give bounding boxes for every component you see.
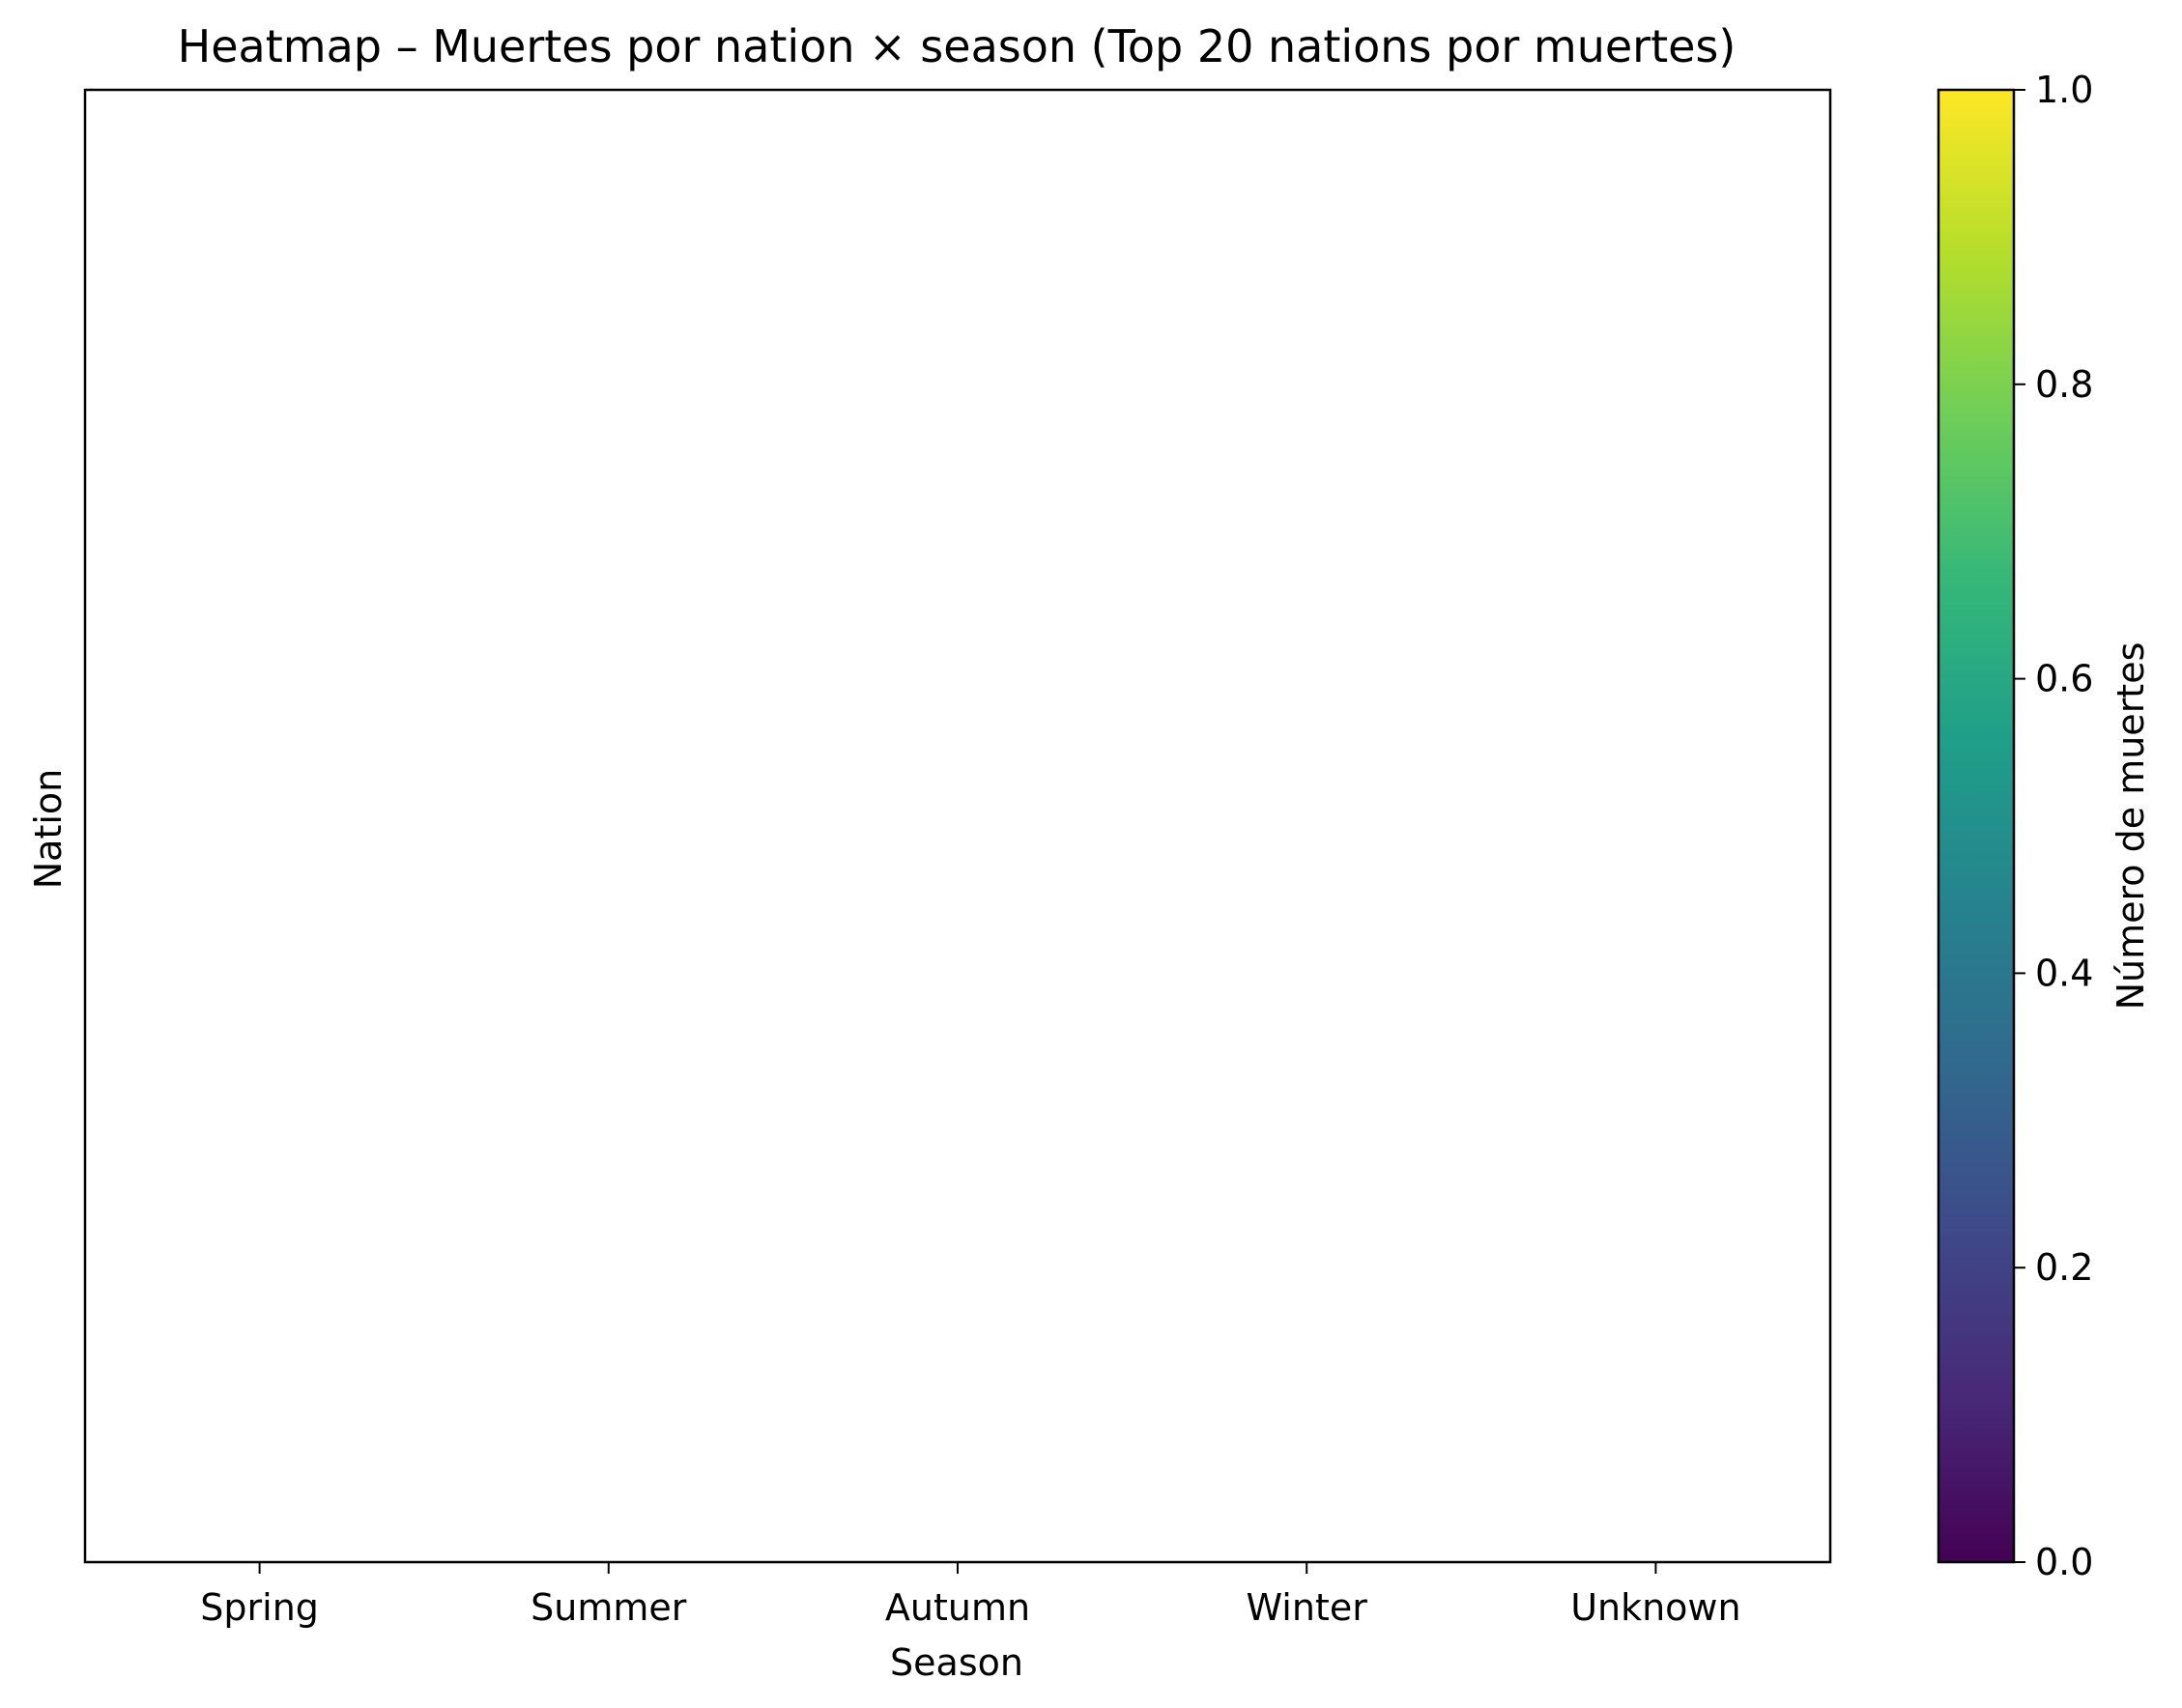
x-axis-label: Season <box>890 1641 1023 1684</box>
y-axis-label: Nation <box>27 769 70 890</box>
x-axis-ticks: Spring Summer Autumn Winter Unknown <box>200 1562 1741 1629</box>
colorbar-ticks: 0.0 0.2 0.4 0.6 0.8 1.0 <box>2014 69 2093 1583</box>
x-tick-label: Spring <box>200 1586 319 1629</box>
x-tick-label: Summer <box>531 1586 687 1629</box>
x-tick-label: Winter <box>1247 1586 1368 1629</box>
colorbar-tick-label: 0.4 <box>2035 952 2093 994</box>
chart-title: Heatmap – Muertes por nation × season (T… <box>178 20 1737 72</box>
colorbar-tick-label: 1.0 <box>2035 69 2093 111</box>
x-tick-label: Unknown <box>1570 1586 1740 1629</box>
colorbar-tick-label: 0.2 <box>2035 1246 2093 1289</box>
colorbar-tick-label: 0.6 <box>2035 658 2093 700</box>
colorbar-tick-label: 0.8 <box>2035 363 2093 406</box>
x-tick-label: Autumn <box>885 1586 1030 1629</box>
colorbar-label: Número de muertes <box>2110 642 2152 1011</box>
colorbar-tick-label: 0.0 <box>2035 1541 2093 1583</box>
colorbar <box>1937 88 2016 1564</box>
plot-area <box>83 88 1832 1564</box>
